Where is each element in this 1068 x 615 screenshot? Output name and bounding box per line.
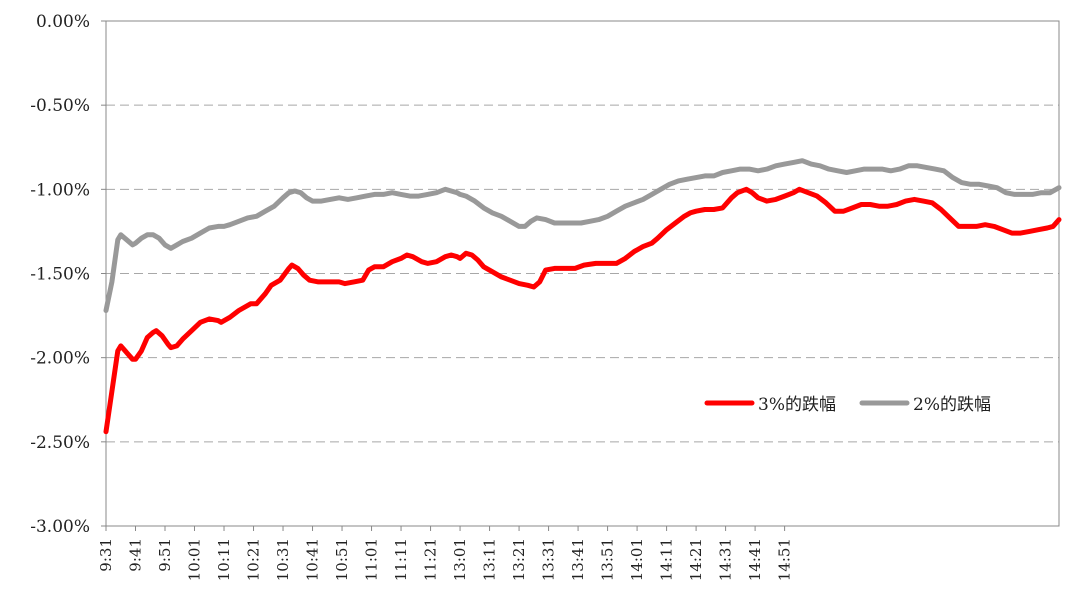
x-tick-label: 10:21 [245, 538, 263, 581]
series-lines [103, 158, 1062, 435]
x-tick-label: 14:41 [746, 538, 764, 581]
y-tick-label: -0.50% [30, 96, 90, 116]
x-tick-label: 10:01 [186, 538, 204, 581]
series-line [103, 158, 1062, 313]
x-tick-labels: 9:31 9:41 9:51 10:01 10:11 10:21 10:31 10:41 10:… [97, 526, 794, 581]
x-tick-label: 10:41 [304, 538, 322, 581]
x-tick-label: 13:41 [569, 538, 587, 581]
x-tick-label: 11:11 [392, 538, 410, 581]
x-tick-label: 14:51 [776, 538, 794, 581]
x-tick-label: 9:31 [97, 538, 115, 572]
y-tick-label: -3.00% [30, 517, 90, 537]
x-tick-label: 10:31 [274, 538, 292, 581]
x-tick-label: 14:21 [687, 538, 705, 581]
x-tick-label: 10:51 [333, 538, 351, 581]
grid-lines [106, 104, 1059, 443]
x-tick-label: 13:21 [510, 538, 528, 581]
x-tick-label: 14:01 [628, 538, 646, 581]
y-tick-label: -2.00% [30, 349, 90, 369]
x-tick-label: 10:11 [215, 538, 233, 581]
y-tick-label: 0.00% [36, 12, 90, 32]
y-tick-label: -1.50% [30, 265, 90, 285]
legend: 3%的跌幅 2%的跌幅 [704, 395, 991, 415]
x-tick-label: 14:31 [717, 538, 735, 581]
y-tick-label: -2.50% [30, 433, 90, 453]
legend-label-3pct: 3%的跌幅 [758, 395, 836, 415]
x-tick-label: 13:11 [481, 538, 499, 581]
x-tick-label: 14:11 [658, 538, 676, 581]
x-tick-label: 13:01 [451, 538, 469, 581]
series-line [103, 186, 1062, 435]
x-tick-label: 11:01 [363, 538, 381, 581]
y-tick-label: -1.00% [30, 180, 90, 200]
x-tick-label: 13:51 [599, 538, 617, 581]
x-tick-label: 11:21 [422, 538, 440, 581]
y-tick-labels: 0.00% -0.50% -1.00% -1.50% -2.00% -2.50% -3.00… [30, 12, 106, 537]
x-tick-label: 13:31 [540, 538, 558, 581]
x-tick-label: 9:41 [127, 538, 145, 572]
legend-label-2pct: 2%的跌幅 [913, 395, 991, 415]
x-tick-label: 9:51 [156, 538, 174, 572]
